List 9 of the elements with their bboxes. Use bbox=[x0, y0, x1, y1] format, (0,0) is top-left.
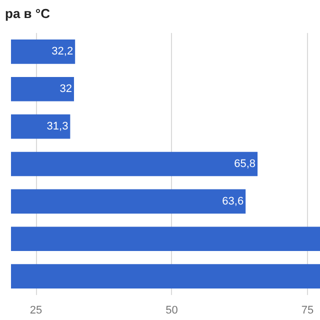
x-tick-label: 25 bbox=[30, 304, 42, 316]
data-label: 32 bbox=[60, 83, 72, 96]
data-label: 65,8 bbox=[234, 158, 256, 170]
data-label: 31,3 bbox=[46, 120, 68, 133]
data-label: 63,6 bbox=[222, 195, 244, 208]
x-tick-label: 75 bbox=[301, 304, 314, 316]
data-label: 32,2 bbox=[52, 46, 74, 58]
chart-title: ра в °С bbox=[5, 6, 51, 21]
x-tick-label: 50 bbox=[166, 304, 178, 316]
